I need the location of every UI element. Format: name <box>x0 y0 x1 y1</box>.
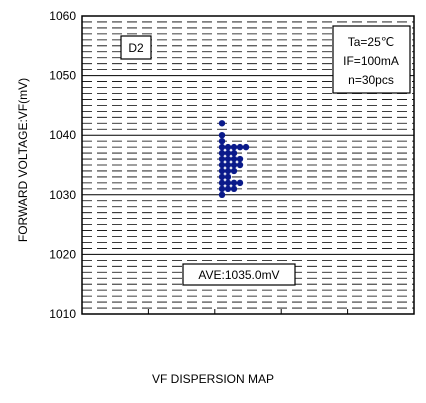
data-point <box>224 173 232 181</box>
average-label: AVE:1035.0mV <box>198 268 279 282</box>
condition-temperature: Ta=25℃ <box>348 35 395 49</box>
data-point <box>242 143 250 151</box>
y-tick-label: 1030 <box>49 188 76 202</box>
plot-frame <box>81 15 415 315</box>
data-point <box>224 179 232 187</box>
data-point <box>230 155 238 163</box>
data-point <box>230 161 238 169</box>
data-point <box>218 167 226 175</box>
data-point <box>218 143 226 151</box>
data-point <box>218 191 226 198</box>
y-axis-label: FORWARD VOLTAGE:VF(mV) <box>16 78 30 242</box>
chart-title: VF DISPERSION MAP <box>151 372 275 386</box>
data-point <box>224 149 232 157</box>
data-point <box>224 161 232 169</box>
data-point <box>224 167 232 175</box>
data-point <box>218 161 226 169</box>
conditions-box: Ta=25℃ IF=100mA n=30pcs <box>332 25 411 94</box>
y-tick-label: 1010 <box>49 307 76 321</box>
y-tick-label: 1050 <box>49 69 76 83</box>
y-tick-label: 1040 <box>49 128 76 142</box>
data-point <box>224 143 232 151</box>
data-point <box>236 155 244 163</box>
data-point <box>230 179 238 187</box>
data-point <box>236 179 244 187</box>
data-point <box>218 149 226 157</box>
average-box: AVE:1035.0mV <box>182 263 296 286</box>
data-point <box>236 161 244 169</box>
data-point <box>218 137 226 145</box>
condition-sample-count: n=30pcs <box>348 73 394 87</box>
data-point <box>230 185 238 193</box>
data-points <box>218 120 250 198</box>
data-point <box>218 185 226 193</box>
data-point <box>218 132 226 139</box>
data-point <box>224 185 232 193</box>
condition-current: IF=100mA <box>343 54 399 68</box>
data-point <box>236 143 244 151</box>
data-point <box>230 149 238 157</box>
data-point <box>218 155 226 163</box>
data-point <box>218 173 226 181</box>
device-label: D2 <box>128 41 144 55</box>
data-point <box>230 167 238 175</box>
data-point <box>218 120 226 127</box>
y-tick-labels: 1010 1020 1030 1040 1050 1060 <box>49 9 76 321</box>
y-tick-label: 1060 <box>49 9 76 23</box>
y-tick-label: 1020 <box>49 247 76 261</box>
device-label-box: D2 <box>120 35 152 60</box>
data-point <box>230 143 238 151</box>
data-point <box>218 179 226 187</box>
data-point <box>224 155 232 163</box>
